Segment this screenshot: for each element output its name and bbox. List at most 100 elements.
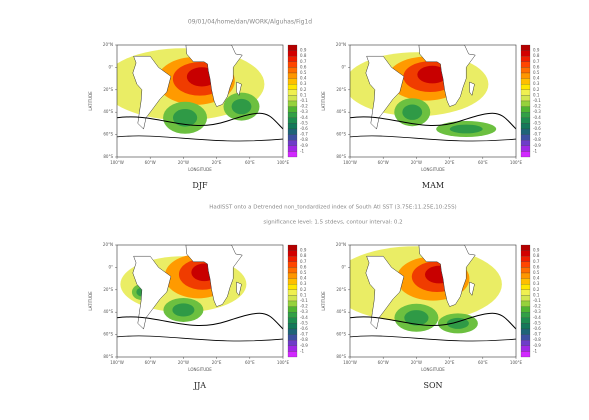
colorbar-label: 0.6 <box>300 64 307 69</box>
land <box>132 55 172 130</box>
negative-region <box>172 109 198 127</box>
lon-tick-label: 60°W <box>378 160 389 165</box>
colorbar-swatch <box>520 56 531 62</box>
land <box>365 55 405 130</box>
lat-tick-label: 20°N <box>336 42 346 47</box>
colorbar-label: 0.2 <box>300 287 307 292</box>
contour <box>350 135 516 142</box>
colorbar-label: -0.7 <box>533 132 541 137</box>
negative-region <box>402 104 423 120</box>
colorbar-label: 0.7 <box>300 259 307 264</box>
panel-title: DJF <box>192 181 208 190</box>
negative-region <box>449 124 483 134</box>
colorbar-swatch <box>520 106 531 113</box>
colorbar-label: 0.6 <box>533 264 540 269</box>
colorbar-label: 0.9 <box>300 48 307 53</box>
colorbar-swatch <box>520 351 531 358</box>
colorbar-swatch <box>287 284 298 290</box>
colorbar-label: -0.8 <box>533 337 541 342</box>
colorbar-label: 0.2 <box>533 87 540 92</box>
map-field <box>117 245 283 357</box>
colorbar-swatch <box>287 112 298 118</box>
y-axis-label: LATITUDE <box>88 291 93 311</box>
colorbar-label: -0.9 <box>533 143 541 148</box>
colorbar-swatch <box>287 289 298 296</box>
colorbar-swatch <box>520 140 531 146</box>
colorbar-label: 0.4 <box>300 76 307 81</box>
colorbar-label: 0.7 <box>300 59 307 64</box>
colorbar-swatch <box>520 72 531 79</box>
panel-title: MAM <box>422 181 444 190</box>
colorbar-label: -0.8 <box>533 137 541 142</box>
colorbar-label: 0.4 <box>533 76 540 81</box>
lon-tick-label: 20°W <box>411 360 422 365</box>
colorbar-label: -1 <box>533 148 537 153</box>
lat-tick-label: 20°S <box>103 287 113 292</box>
colorbar-swatch <box>287 334 298 341</box>
colorbar-label: 0.1 <box>300 292 307 297</box>
colorbar-swatch <box>287 44 298 51</box>
lat-tick-label: 20°N <box>103 42 113 47</box>
colorbar-swatch <box>287 340 298 346</box>
lon-tick-label: 60°E <box>478 160 488 165</box>
colorbar-label: -0.5 <box>533 120 541 125</box>
colorbar-swatch <box>520 44 531 51</box>
colorbar-swatch <box>287 50 298 57</box>
lat-tick-label: 40°S <box>103 309 113 314</box>
lat-tick-label: 0° <box>108 264 113 269</box>
land <box>469 81 475 96</box>
lon-tick-label: 20°E <box>445 160 455 165</box>
colorbar-swatch <box>287 128 298 135</box>
colorbar-swatch <box>287 317 298 324</box>
colorbar-swatch <box>520 328 531 335</box>
colorbar-label: 0.8 <box>533 53 540 58</box>
colorbar-swatch <box>287 345 298 352</box>
colorbar-swatch <box>287 267 298 274</box>
colorbar-label: -0.2 <box>300 104 308 109</box>
lat-tick-label: 0° <box>341 264 346 269</box>
lat-tick-label: 60°S <box>103 332 113 337</box>
colorbar-label: 0.2 <box>533 287 540 292</box>
colorbar-label: -0.6 <box>300 126 308 131</box>
caption-line: significance level: 1.5 stdevs, contour … <box>263 220 402 226</box>
colorbar-swatch <box>287 306 298 313</box>
colorbar-label: -0.6 <box>300 326 308 331</box>
colorbar-swatch <box>287 256 298 262</box>
colorbar-label: -1 <box>300 348 304 353</box>
colorbar-swatch <box>520 267 531 274</box>
colorbar-label: -0.2 <box>533 104 541 109</box>
x-axis-label: LONGITUDE <box>188 367 212 372</box>
lon-tick-label: 60°E <box>478 360 488 365</box>
colorbar-label: 0.2 <box>300 87 307 92</box>
colorbar-label: 0.4 <box>533 276 540 281</box>
map-field <box>117 45 283 157</box>
colorbar-swatch <box>287 95 298 102</box>
colorbar-label: -0.3 <box>533 109 541 114</box>
caption-line: HadISST onto a Detrended non_tondardized… <box>209 205 456 211</box>
colorbar-swatch <box>287 328 298 335</box>
colorbar-label: -0.9 <box>300 143 308 148</box>
colorbar-swatch <box>287 67 298 74</box>
map-field <box>350 245 516 357</box>
colorbar-label: -0.1 <box>533 98 541 103</box>
colorbar-label: 0.5 <box>533 70 540 75</box>
lat-tick-label: 60°S <box>336 132 346 137</box>
lat-tick-label: 80°S <box>103 354 113 359</box>
land <box>185 45 243 107</box>
colorbar-label: -0.1 <box>300 98 308 103</box>
lon-tick-label: 20°E <box>212 360 222 365</box>
colorbar-label: -0.1 <box>533 298 541 303</box>
colorbar-label: 0.7 <box>533 59 540 64</box>
y-axis-label: LATITUDE <box>321 291 326 311</box>
lon-tick-label: 100°E <box>277 160 290 165</box>
colorbar-label: 0.1 <box>533 92 540 97</box>
lat-tick-label: 40°S <box>336 309 346 314</box>
colorbar-label: 0.8 <box>300 253 307 258</box>
y-axis-label: LATITUDE <box>321 91 326 111</box>
colorbar-swatch <box>287 151 298 158</box>
colorbar-swatch <box>287 300 298 307</box>
colorbar-swatch <box>520 112 531 118</box>
contour <box>117 335 283 342</box>
colorbar-swatch <box>287 351 298 358</box>
lon-tick-label: 20°E <box>212 160 222 165</box>
